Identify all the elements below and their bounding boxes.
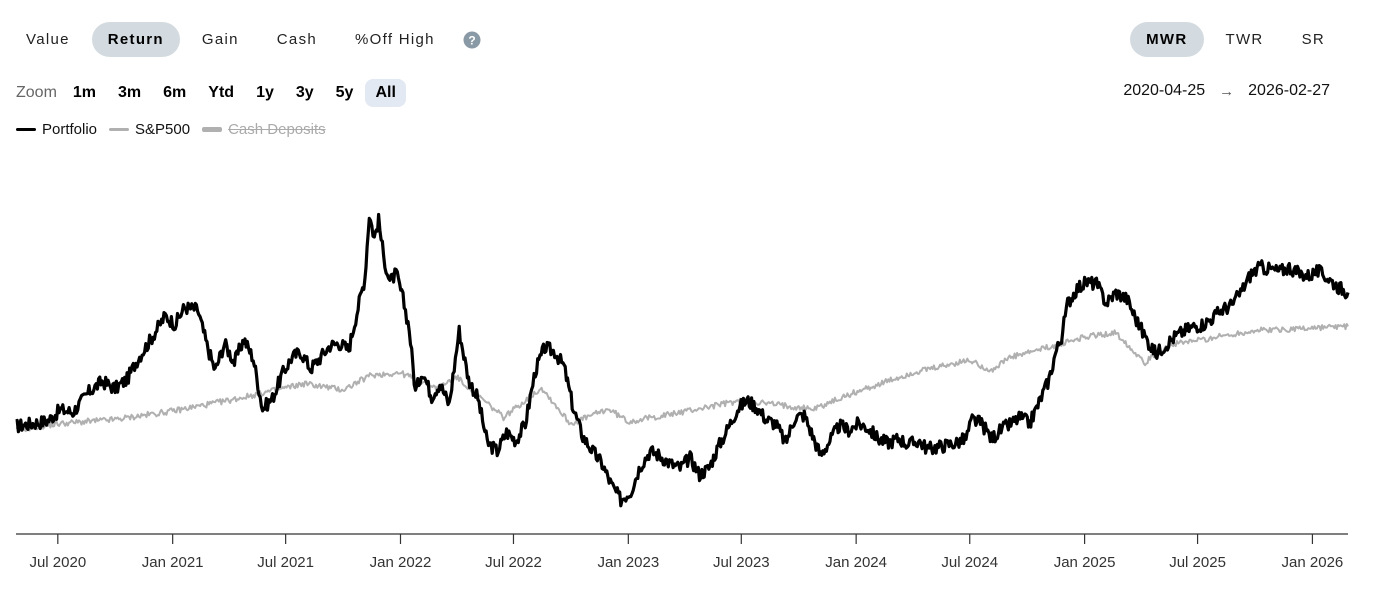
tab-cash[interactable]: Cash [276, 31, 318, 48]
zoom-1y[interactable]: 1y [256, 84, 274, 101]
x-tick-label: Jan 2024 [825, 554, 887, 571]
date-range-start[interactable]: 2020-04-25 [1123, 82, 1206, 99]
x-tick-label: Jul 2022 [485, 554, 542, 571]
x-tick-label: Jul 2023 [713, 554, 770, 571]
date-range: 2020-04-25 → 2026-02-27 [1123, 82, 1330, 100]
tab-sr[interactable]: SR [1301, 31, 1325, 48]
legend-swatch-portfolio [16, 128, 36, 131]
x-tick-label: Jan 2021 [142, 554, 204, 571]
legend-item-sp500[interactable]: S&P500 [109, 121, 190, 138]
tab-return[interactable]: Return [91, 22, 180, 57]
legend-item-cash-deposits[interactable]: Cash Deposits [202, 121, 326, 138]
tab-off-high[interactable]: %Off High [355, 31, 435, 48]
x-axis-ticks: Jul 2020 Jan 2021 Jul 2021 Jan 2022 Jul 2022… [29, 534, 1343, 571]
series-line-sp500 [15, 323, 1349, 433]
legend-item-portfolio[interactable]: Portfolio [16, 121, 97, 138]
zoom-3m[interactable]: 3m [118, 84, 142, 101]
zoom-3y[interactable]: 3y [295, 84, 314, 101]
x-tick-label: Jan 2026 [1282, 554, 1344, 571]
x-tick-label: Jul 2024 [941, 554, 998, 571]
tab-gain[interactable]: Gain [201, 31, 239, 48]
legend-swatch-sp500 [109, 128, 130, 131]
date-range-end[interactable]: 2026-02-27 [1248, 82, 1330, 99]
zoom-1m[interactable]: 1m [72, 84, 97, 101]
zoom-all[interactable]: All [365, 79, 406, 107]
svg-text:?: ? [468, 33, 475, 47]
legend-label-portfolio: Portfolio [42, 121, 98, 138]
tab-twr[interactable]: TWR [1225, 31, 1264, 48]
legend-label-cash-deposits: Cash Deposits [228, 121, 326, 138]
x-tick-label: Jul 2020 [29, 554, 86, 571]
zoom-5y[interactable]: 5y [335, 84, 354, 101]
series-line-portfolio [15, 212, 1350, 508]
legend-label-sp500: S&P500 [135, 121, 191, 138]
chart-series-group [15, 212, 1350, 508]
return-line-chart[interactable]: Jul 2020 Jan 2021 Jul 2021 Jan 2022 Jul 2022… [0, 150, 1379, 589]
zoom-controls: Zoom 1m 3m 6m Ytd 1y 3y 5y All [16, 79, 408, 107]
arrow-right-icon: → [1219, 82, 1235, 100]
help-icon[interactable]: ? [463, 31, 481, 49]
legend-swatch-cash-deposits [202, 127, 223, 132]
zoom-label: Zoom [16, 84, 57, 101]
zoom-6m[interactable]: 6m [163, 84, 187, 101]
metric-tabs: Value Return Gain Cash %Off High ? [10, 22, 481, 57]
x-tick-label: Jan 2022 [370, 554, 432, 571]
tab-mwr[interactable]: MWR [1130, 22, 1204, 57]
chart-legend: Portfolio S&P500 Cash Deposits [16, 121, 338, 138]
return-method-tabs: MWR TWR SR [1124, 22, 1341, 57]
tab-value[interactable]: Value [26, 31, 70, 48]
x-tick-label: Jul 2021 [257, 554, 314, 571]
zoom-ytd[interactable]: Ytd [208, 84, 235, 101]
x-tick-label: Jul 2025 [1169, 554, 1226, 571]
x-tick-label: Jan 2025 [1054, 554, 1116, 571]
x-tick-label: Jan 2023 [597, 554, 659, 571]
